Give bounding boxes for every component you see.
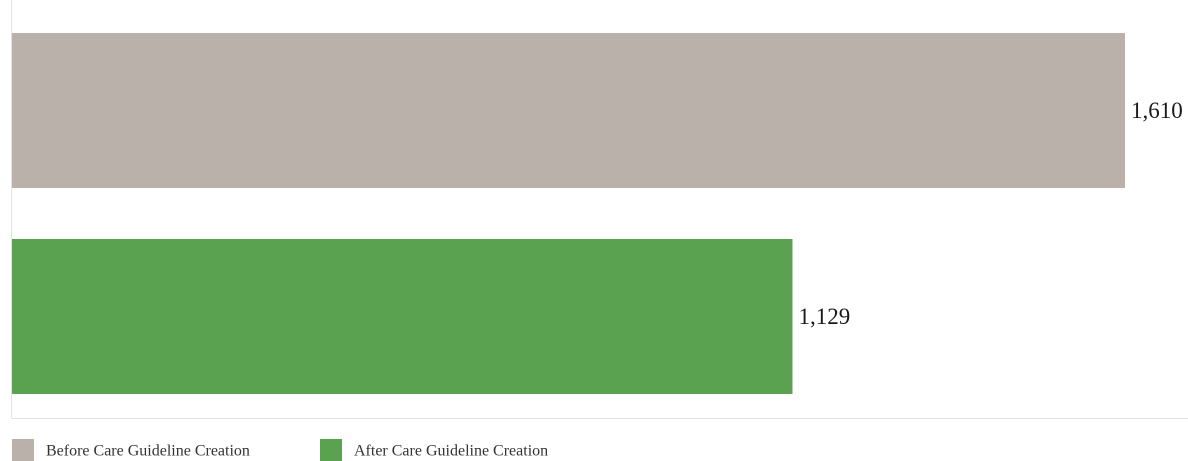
legend-swatch (12, 439, 34, 461)
bar-value-label: 1,610 (1131, 98, 1183, 123)
legend: Before Care Guideline Creation After Care… (12, 439, 548, 461)
chart-axes (11, 0, 1188, 419)
legend-swatch (320, 439, 342, 461)
legend-label: After Care Guideline Creation (354, 443, 548, 460)
bar-value-label: 1,129 (798, 304, 850, 329)
legend-label: Before Care Guideline Creation (46, 443, 250, 460)
data-labels: 1,610 1,129 (798, 98, 1182, 329)
bar-before (12, 33, 1125, 188)
bar-after (12, 239, 793, 394)
bar-series (12, 33, 1125, 394)
